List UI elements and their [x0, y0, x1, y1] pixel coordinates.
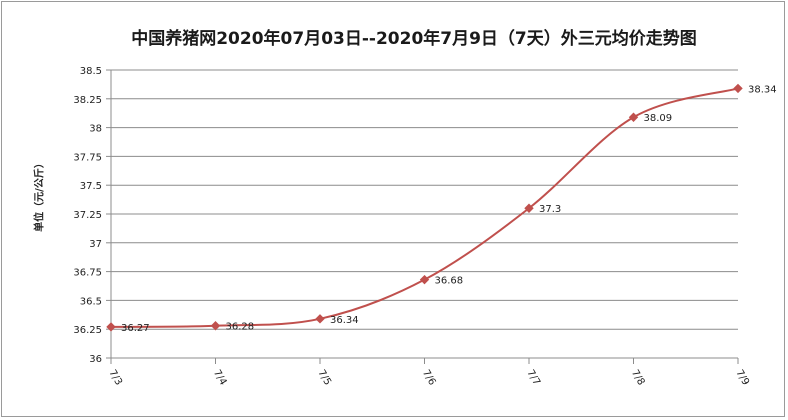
y-tick-label: 37.75 [73, 152, 102, 163]
y-tick-label: 37.25 [73, 210, 102, 221]
data-point [419, 274, 430, 285]
x-tick-label: 7/6 [420, 368, 438, 387]
data-point [628, 112, 639, 122]
axes [110, 70, 738, 359]
y-axis-ticks: 36 36.25 36.5 36.75 37 37.25 37.5 37.75 38 38.25 3… [73, 66, 111, 365]
data-point [315, 314, 325, 324]
data-label: 36.27 [121, 323, 150, 334]
y-tick-label: 37 [89, 239, 102, 250]
y-tick-label: 36.25 [73, 325, 102, 336]
chart-title: 中国养猪网2020年07月03日--2020年7月9日（7天）外三元均价走势图 [131, 29, 697, 49]
y-tick-label: 36.75 [73, 268, 102, 279]
y-tick-label: 36.5 [80, 296, 102, 307]
data-point [106, 322, 116, 332]
x-tick-label: 7/5 [315, 368, 333, 387]
x-tick-label: 7/3 [106, 368, 124, 387]
data-label: 37.3 [539, 204, 561, 215]
data-point [210, 321, 221, 331]
x-tick-label: 7/9 [733, 368, 751, 387]
data-label: 36.34 [330, 315, 359, 326]
x-tick-label: 7/7 [524, 368, 542, 387]
y-tick-label: 38.25 [73, 95, 102, 106]
data-label: 38.09 [644, 113, 673, 124]
data-points [106, 83, 743, 332]
x-tick-label: 7/4 [211, 368, 229, 387]
data-label: 36.68 [435, 276, 464, 287]
data-labels: 36.27 36.28 36.34 36.68 37.3 38.09 38.34 [121, 84, 777, 333]
data-point [524, 203, 534, 213]
gridlines [111, 69, 738, 359]
y-tick-label: 38 [89, 124, 102, 135]
x-axis-ticks: 7/3 7/4 7/5 7/6 7/7 7/8 7/9 [106, 358, 751, 387]
x-tick-label: 7/8 [629, 368, 647, 387]
data-label: 36.28 [226, 322, 255, 333]
y-tick-label: 38.5 [80, 66, 102, 77]
data-label: 38.34 [748, 84, 777, 95]
data-point [733, 83, 743, 94]
y-tick-label: 37.5 [80, 181, 102, 192]
y-tick-label: 36 [89, 354, 102, 365]
